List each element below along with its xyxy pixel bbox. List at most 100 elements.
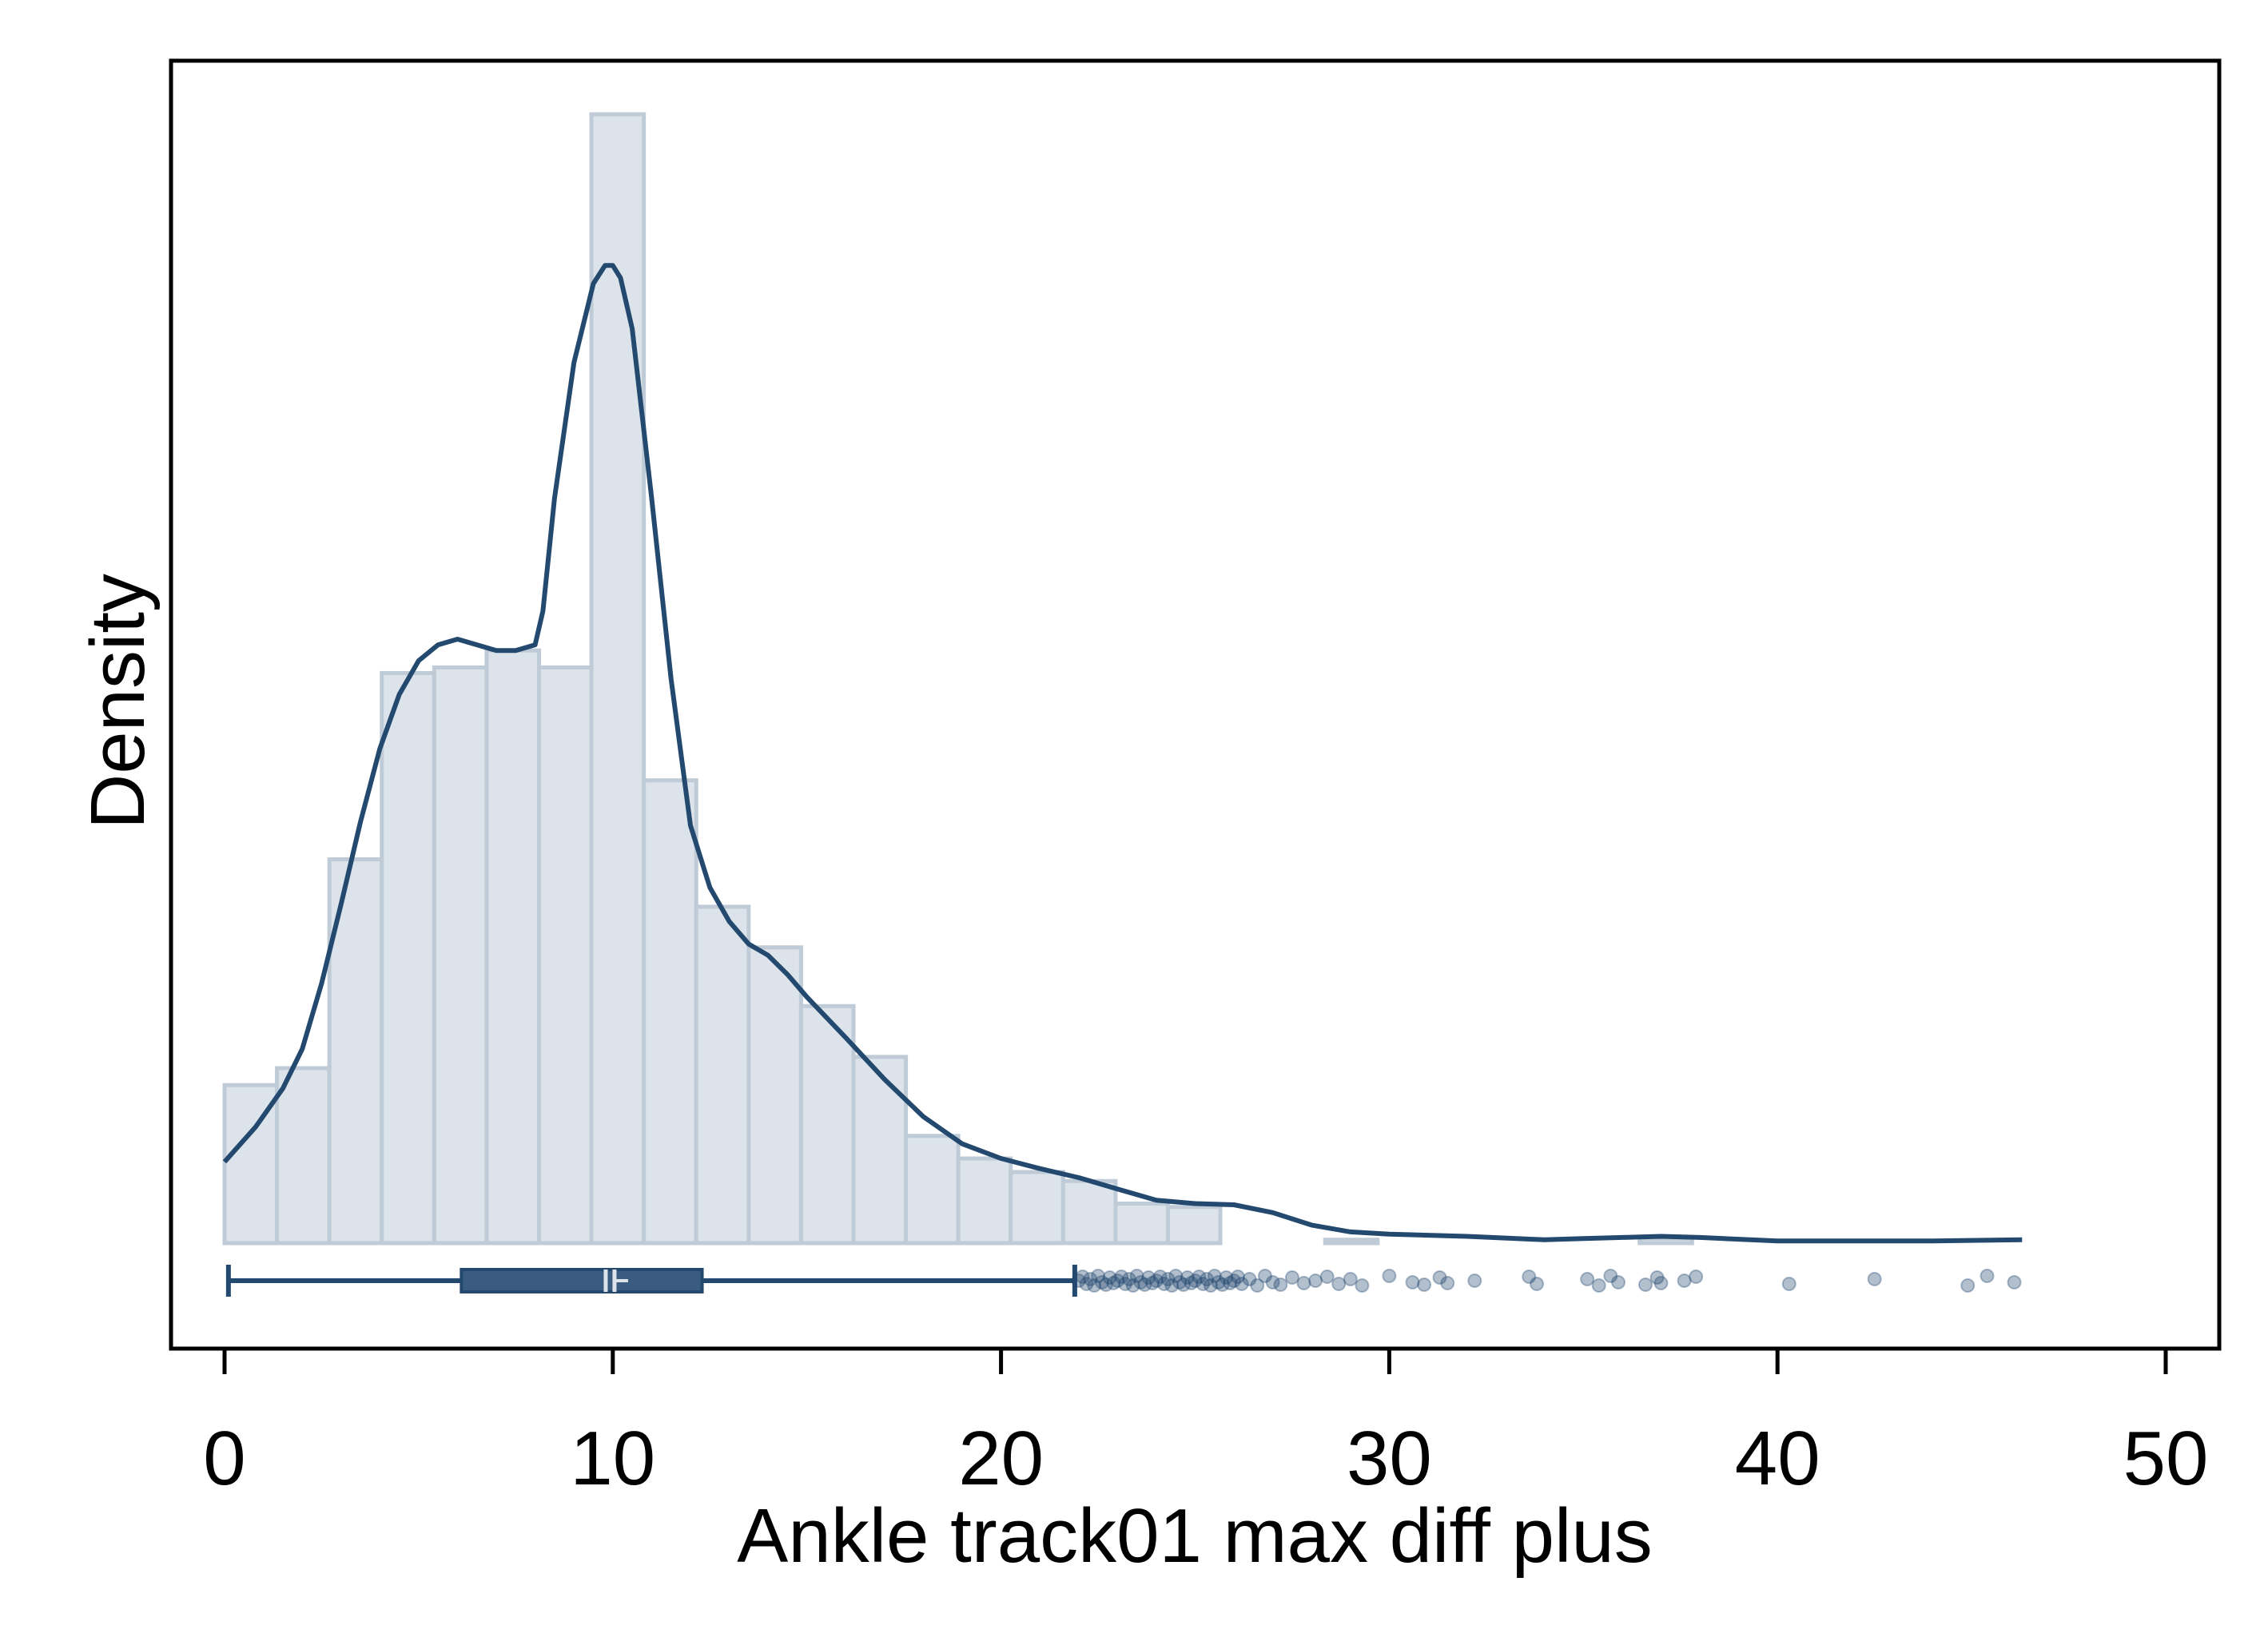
density-curve bbox=[222, 263, 2023, 1244]
outlier-point bbox=[1215, 1277, 1230, 1292]
outlier-point bbox=[1083, 1272, 1098, 1286]
outlier-point bbox=[1284, 1270, 1299, 1285]
outlier-point bbox=[1432, 1270, 1447, 1285]
outlier-point bbox=[1168, 1269, 1184, 1283]
outlier-point bbox=[1781, 1277, 1796, 1291]
outlier-point bbox=[1603, 1269, 1618, 1283]
outlier-point bbox=[1071, 1274, 1086, 1288]
outlier-point bbox=[1867, 1272, 1882, 1286]
outlier-point bbox=[1192, 1270, 1207, 1284]
outlier-point bbox=[1638, 1277, 1653, 1292]
outlier-point bbox=[1156, 1277, 1172, 1291]
outlier-point bbox=[1094, 1275, 1109, 1289]
plot-frame bbox=[169, 58, 2222, 1351]
histogram-bar bbox=[851, 1055, 909, 1246]
outlier-point bbox=[1530, 1277, 1545, 1291]
x-tick-label: 0 bbox=[203, 1416, 245, 1501]
histogram-bar bbox=[956, 1156, 1013, 1246]
x-tick-label: 30 bbox=[1347, 1416, 1432, 1501]
outlier-point bbox=[1121, 1272, 1136, 1286]
histogram-bar bbox=[380, 670, 436, 1246]
outlier-point bbox=[1242, 1272, 1257, 1286]
box-iqr bbox=[460, 1268, 704, 1293]
outlier-point bbox=[1234, 1277, 1249, 1291]
outlier-point bbox=[1211, 1275, 1226, 1289]
outlier-point bbox=[1145, 1276, 1160, 1290]
outlier-point bbox=[1091, 1269, 1106, 1283]
outlier-point bbox=[1250, 1278, 1265, 1293]
outlier-point bbox=[1273, 1277, 1288, 1292]
histogram-bar bbox=[432, 665, 489, 1246]
y-axis-label: Density bbox=[75, 574, 161, 829]
histogram-bar bbox=[536, 665, 594, 1246]
histogram-bar bbox=[1009, 1170, 1065, 1246]
outlier-point bbox=[1677, 1274, 1692, 1288]
outlier-point bbox=[1355, 1278, 1370, 1293]
outlier-point bbox=[1980, 1269, 1995, 1283]
histogram-bars bbox=[222, 112, 1694, 1246]
outlier-point bbox=[1227, 1274, 1242, 1288]
histogram-bar bbox=[1060, 1178, 1118, 1246]
outlier-point bbox=[1257, 1269, 1272, 1283]
outlier-point bbox=[1522, 1270, 1537, 1284]
histogram-bar bbox=[1323, 1238, 1380, 1246]
outlier-point bbox=[1405, 1275, 1420, 1289]
outlier-point bbox=[1580, 1272, 1595, 1286]
outlier-point bbox=[1200, 1272, 1215, 1286]
outlier-point bbox=[1087, 1278, 1102, 1293]
outlier-point bbox=[1118, 1277, 1133, 1291]
outlier-point bbox=[1102, 1270, 1117, 1285]
outlier-point bbox=[1141, 1270, 1156, 1285]
outlier-point bbox=[1129, 1269, 1144, 1283]
outlier-point bbox=[1265, 1275, 1280, 1289]
outlier-point bbox=[1223, 1276, 1238, 1290]
outlier-point bbox=[1148, 1274, 1164, 1288]
outlier-point bbox=[1382, 1269, 1397, 1283]
outlier-point bbox=[1172, 1275, 1188, 1289]
histogram-bar bbox=[746, 945, 803, 1246]
outlier-point bbox=[1098, 1277, 1113, 1292]
outlier-point bbox=[1079, 1277, 1094, 1291]
outlier-point bbox=[1125, 1278, 1140, 1293]
outlier-point bbox=[1196, 1277, 1211, 1291]
histogram-bar bbox=[484, 648, 541, 1246]
histogram-bar bbox=[798, 1003, 856, 1246]
outlier-point bbox=[1611, 1275, 1626, 1289]
outlier-point bbox=[1180, 1270, 1195, 1285]
outlier-point bbox=[1230, 1270, 1245, 1284]
x-axis: 0 10 20 30 40 50 bbox=[203, 1349, 2208, 1501]
outlier-point bbox=[2007, 1275, 2022, 1289]
outlier-point bbox=[1591, 1278, 1606, 1293]
outlier-point bbox=[1207, 1269, 1222, 1283]
outlier-point bbox=[1960, 1278, 1976, 1293]
outlier-point bbox=[1467, 1274, 1482, 1288]
outlier-point bbox=[1164, 1278, 1180, 1293]
outlier-point bbox=[1188, 1274, 1203, 1288]
histogram-bar bbox=[1165, 1205, 1223, 1246]
outlier-point bbox=[1308, 1274, 1323, 1288]
outlier-point bbox=[1343, 1272, 1358, 1286]
outlier-point bbox=[1137, 1277, 1152, 1292]
outlier-point bbox=[1440, 1276, 1455, 1290]
outlier-point bbox=[1203, 1278, 1218, 1293]
outlier-point bbox=[1075, 1270, 1090, 1284]
outlier-point bbox=[1110, 1274, 1125, 1288]
histogram-bar bbox=[642, 778, 698, 1246]
histogram-bar bbox=[275, 1066, 332, 1246]
histogram-bar bbox=[694, 904, 751, 1246]
histogram-bar bbox=[1113, 1202, 1170, 1246]
outlier-point bbox=[1296, 1276, 1311, 1290]
outlier-point bbox=[1417, 1277, 1432, 1292]
x-axis-label: Ankle track01 max diff plus bbox=[737, 1493, 1652, 1579]
x-tick-label: 10 bbox=[570, 1416, 655, 1501]
outlier-point bbox=[1160, 1272, 1176, 1286]
outlier-point bbox=[1176, 1277, 1191, 1292]
x-tick-label: 40 bbox=[1735, 1416, 1820, 1501]
outlier-point bbox=[1653, 1276, 1669, 1290]
x-tick-label: 20 bbox=[958, 1416, 1044, 1501]
histogram-bar bbox=[904, 1134, 961, 1246]
x-tick-label: 50 bbox=[2123, 1416, 2209, 1501]
outlier-point bbox=[1319, 1270, 1335, 1284]
outlier-points bbox=[1071, 1269, 2022, 1293]
